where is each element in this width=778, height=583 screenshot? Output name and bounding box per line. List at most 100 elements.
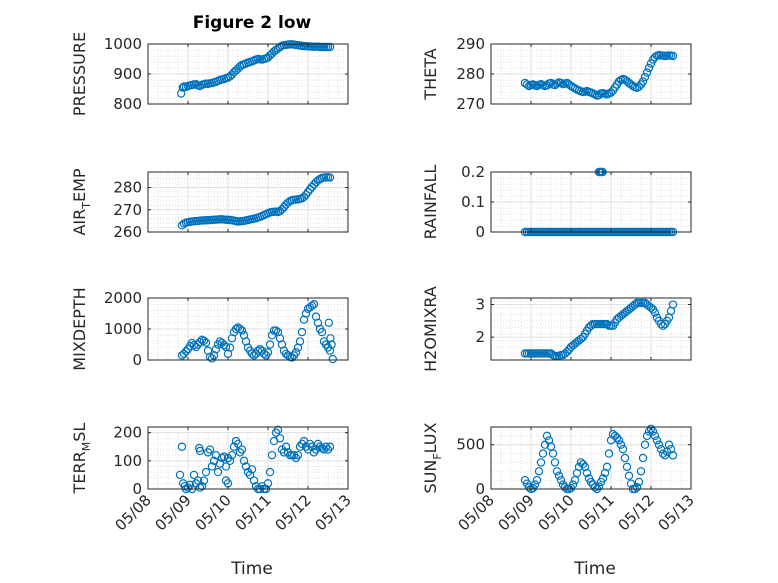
data-point xyxy=(225,456,235,466)
data-point xyxy=(618,444,628,454)
series-h2o_mixratio xyxy=(520,298,678,361)
data-point xyxy=(195,446,205,456)
data-point xyxy=(612,433,622,442)
data-point xyxy=(650,308,660,317)
series-air_temp xyxy=(177,173,335,230)
data-point xyxy=(594,482,604,491)
y-axis-label: MIXDEPTH xyxy=(70,287,89,370)
data-point xyxy=(185,480,195,489)
data-point xyxy=(247,465,257,474)
y-axis-label: TERRMSL xyxy=(70,423,93,495)
data-point xyxy=(582,468,592,478)
data-point xyxy=(556,475,566,485)
data-point xyxy=(325,442,335,451)
data-point xyxy=(634,477,644,487)
y-tick-label: 800 xyxy=(113,95,142,113)
series-theta xyxy=(520,50,678,100)
data-point xyxy=(538,449,548,458)
data-point xyxy=(548,449,558,458)
data-point xyxy=(532,81,542,91)
axes-box xyxy=(490,297,692,361)
data-point xyxy=(654,440,664,449)
data-point xyxy=(299,192,309,202)
data-point xyxy=(668,51,678,61)
y-tick-label: 280 xyxy=(456,65,485,83)
data-point xyxy=(267,450,277,460)
data-point xyxy=(568,480,578,489)
y-tick-label: 270 xyxy=(113,201,142,219)
data-point xyxy=(181,347,191,356)
data-point xyxy=(265,467,275,477)
data-point xyxy=(650,53,660,62)
data-point xyxy=(307,301,317,310)
data-point xyxy=(191,79,201,89)
data-point xyxy=(658,321,668,330)
data-point xyxy=(642,68,652,77)
data-point xyxy=(664,440,674,449)
data-point xyxy=(317,443,327,453)
data-point xyxy=(201,338,211,347)
data-point xyxy=(326,334,335,343)
data-point xyxy=(189,470,199,480)
data-point xyxy=(245,470,255,480)
data-point xyxy=(614,436,624,445)
series-terr_msl xyxy=(175,425,335,494)
y-tick-label: 500 xyxy=(456,436,485,454)
data-point xyxy=(295,337,305,346)
data-point xyxy=(235,324,245,334)
y-tick-label: 270 xyxy=(456,95,485,113)
data-point xyxy=(175,470,185,480)
data-point xyxy=(265,340,275,349)
axes-h2o_mixratio: 2 3 H2OMIXRA xyxy=(421,286,692,372)
data-point xyxy=(644,63,654,73)
data-point xyxy=(668,451,678,460)
data-point xyxy=(602,462,612,472)
y-tick-label: 1000 xyxy=(104,320,142,338)
y-tick-label: 280 xyxy=(113,179,142,197)
data-point xyxy=(534,467,544,476)
data-point xyxy=(624,471,634,480)
data-point xyxy=(562,347,572,357)
data-point xyxy=(638,77,648,86)
y-tick-label: 200 xyxy=(113,424,142,442)
data-point xyxy=(301,309,311,318)
axes-pressure: 800 900 1000 PRESSURE xyxy=(70,32,349,116)
data-point xyxy=(668,300,678,309)
y-axis-label: PRESSURE xyxy=(70,32,89,116)
data-point xyxy=(658,449,668,458)
data-point xyxy=(646,59,656,68)
data-point xyxy=(177,442,187,451)
data-point xyxy=(646,303,656,312)
data-point xyxy=(281,442,291,451)
axes-rainfall: 0 0.1 0.2 RAINFALL xyxy=(421,163,692,241)
x-axis-label-right: Time xyxy=(573,559,616,579)
data-point xyxy=(652,436,662,445)
y-tick-label: 3 xyxy=(475,296,485,314)
data-point xyxy=(552,467,562,476)
data-point xyxy=(287,353,297,362)
data-point xyxy=(191,342,201,352)
axes-theta: 270 280 290 THETA xyxy=(421,35,692,113)
data-point xyxy=(586,321,596,330)
y-tick-label: 1000 xyxy=(104,35,142,53)
data-point xyxy=(195,483,205,492)
y-tick-label: 260 xyxy=(113,223,142,241)
data-point xyxy=(237,326,247,335)
data-point xyxy=(303,187,313,197)
data-point xyxy=(650,431,660,441)
data-point xyxy=(271,326,281,335)
axes-air_temp: 260 270 280 AIRTEMP xyxy=(70,168,349,241)
data-point xyxy=(237,445,247,454)
data-point xyxy=(578,460,588,469)
data-point xyxy=(225,343,235,352)
data-point xyxy=(640,440,650,449)
data-point xyxy=(616,440,626,449)
y-tick-label: 2 xyxy=(475,328,485,346)
data-point xyxy=(291,348,301,357)
data-point xyxy=(560,483,570,492)
data-point xyxy=(176,89,186,98)
y-axis-label: AIRTEMP xyxy=(70,168,93,235)
data-point xyxy=(606,88,616,97)
y-tick-label: 0.2 xyxy=(461,163,485,181)
